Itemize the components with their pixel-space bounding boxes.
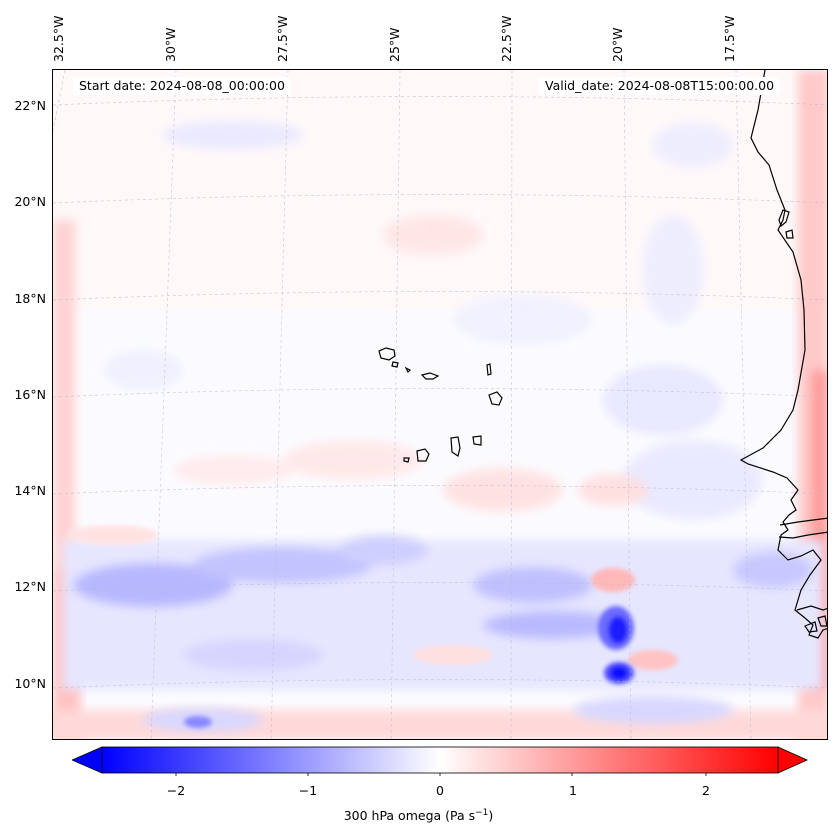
lat-label-22n: 22°N [14, 98, 46, 113]
lon-label-27-5w: 27.5°W [275, 15, 290, 62]
field-weak-negative-north [103, 121, 763, 520]
lon-label-20w: 20°W [610, 27, 625, 62]
start-date-label: Start date: 2024-08-08_00:00:00 [73, 77, 291, 95]
colorbar-label-main: 300 hPa omega (Pa s [343, 808, 476, 824]
colorbar-tick-marks [175, 773, 707, 776]
colorbar-label-end: ) [488, 808, 494, 824]
colorbar [72, 746, 808, 776]
graticule [53, 70, 827, 739]
map-panel[interactable] [52, 69, 828, 740]
colorbar-tick-0: 0 [436, 783, 444, 798]
colorbar-extend-min [72, 746, 103, 774]
lon-label-25w: 25°W [387, 27, 402, 62]
cape-verde-islands [378, 347, 503, 463]
lat-label-16n: 16°N [14, 387, 46, 402]
field-band-positive-patches [68, 525, 678, 670]
field-north-pinkish [53, 70, 827, 310]
field-strong-negative-cores [184, 606, 634, 728]
lat-label-18n: 18°N [14, 291, 46, 306]
field-itcz-negative-band [63, 535, 823, 732]
colorbar-label: 300 hPa omega (Pa s−1) [0, 808, 837, 823]
lon-label-22-5w: 22.5°W [499, 15, 514, 62]
lat-label-10n: 10°N [14, 676, 46, 691]
lon-label-32-5w: 32.5°W [51, 15, 66, 62]
omega-field-map [53, 70, 827, 739]
lat-label-20n: 20°N [14, 194, 46, 209]
lat-label-12n: 12°N [14, 579, 46, 594]
colorbar-label-exponent: −1 [475, 808, 489, 818]
colorbar-tick-1: 1 [569, 783, 577, 798]
african-coastline [739, 70, 827, 639]
valid-date-label: Valid_date: 2024-08-08T15:00:00.00 [539, 77, 781, 95]
field-weak-positive-mid [173, 215, 648, 512]
lon-label-17-5w: 17.5°W [722, 15, 737, 62]
colorbar-extend-max [777, 746, 808, 774]
colorbar-tick-neg1: −1 [298, 783, 318, 798]
colorbar-gradient [101, 746, 779, 774]
colorbar-tick-2: 2 [702, 783, 710, 798]
lon-label-30w: 30°W [163, 27, 178, 62]
colorbar-tick-neg2: −2 [166, 783, 186, 798]
lat-label-14n: 14°N [14, 483, 46, 498]
